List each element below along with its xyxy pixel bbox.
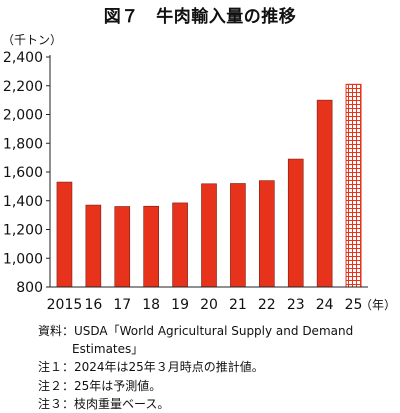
- bar: [85, 204, 102, 288]
- x-tick-label: 17: [113, 297, 131, 313]
- x-tick-label: 2015: [47, 297, 83, 313]
- x-tick-label: 21: [229, 297, 247, 313]
- y-tick-label: 1,600: [3, 165, 43, 181]
- tick-labels-group: 800 1,000 1,200 1,400 1,600 1,800 2,000 2,200 2,…: [3, 50, 396, 313]
- x-tick-label: 19: [171, 297, 189, 313]
- note-1: 注１：2024年は25年３月時点の推計値。: [38, 360, 264, 375]
- x-tick-label: 25: [345, 297, 363, 313]
- axes-group: [46, 55, 368, 288]
- source-line: 資料：USDA「World Agricultural Supply and De…: [38, 324, 354, 338]
- x-tick-label: 23: [287, 297, 305, 313]
- x-axis-unit-label: （年）: [360, 298, 396, 312]
- x-tick-label: 22: [258, 297, 276, 313]
- bar: [316, 99, 333, 288]
- y-tick-label: 2,000: [3, 108, 43, 124]
- bar-forecast: [345, 83, 362, 288]
- source-line-continued: Estimates」: [72, 342, 144, 357]
- x-tick-label: 20: [200, 297, 218, 313]
- y-tick-label: 1,200: [3, 223, 43, 239]
- y-tick-label: 2,400: [3, 50, 43, 66]
- note-2: 注２：25年は予測値。: [38, 378, 162, 393]
- bars-group: [56, 83, 362, 288]
- notes-block: 資料：USDA「World Agricultural Supply and De…: [38, 322, 353, 413]
- y-tick-label: 1,400: [3, 194, 43, 210]
- bar: [56, 181, 73, 288]
- y-tick-label: 1,000: [3, 251, 43, 267]
- x-tick-label: 16: [84, 297, 102, 313]
- x-tick-label: 24: [316, 297, 334, 313]
- bar: [287, 158, 304, 288]
- bar-chart: 800 1,000 1,200 1,400 1,600 1,800 2,000 2,200 2,…: [3, 50, 396, 313]
- chart-title: 図７ 牛肉輸入量の推移: [103, 7, 297, 27]
- y-axis-unit-label: （千トン）: [2, 33, 63, 47]
- bar: [143, 205, 159, 288]
- y-tick-label: 1,800: [3, 136, 43, 152]
- y-tick-label: 2,200: [3, 79, 43, 95]
- x-tick-label: 18: [142, 297, 160, 313]
- bar: [259, 180, 275, 288]
- bar: [230, 183, 246, 288]
- bar: [114, 206, 131, 288]
- bar: [172, 202, 188, 288]
- bar: [201, 183, 217, 288]
- note-3: 注３：枝肉重量ベース。: [38, 396, 170, 411]
- y-tick-label: 800: [16, 280, 43, 296]
